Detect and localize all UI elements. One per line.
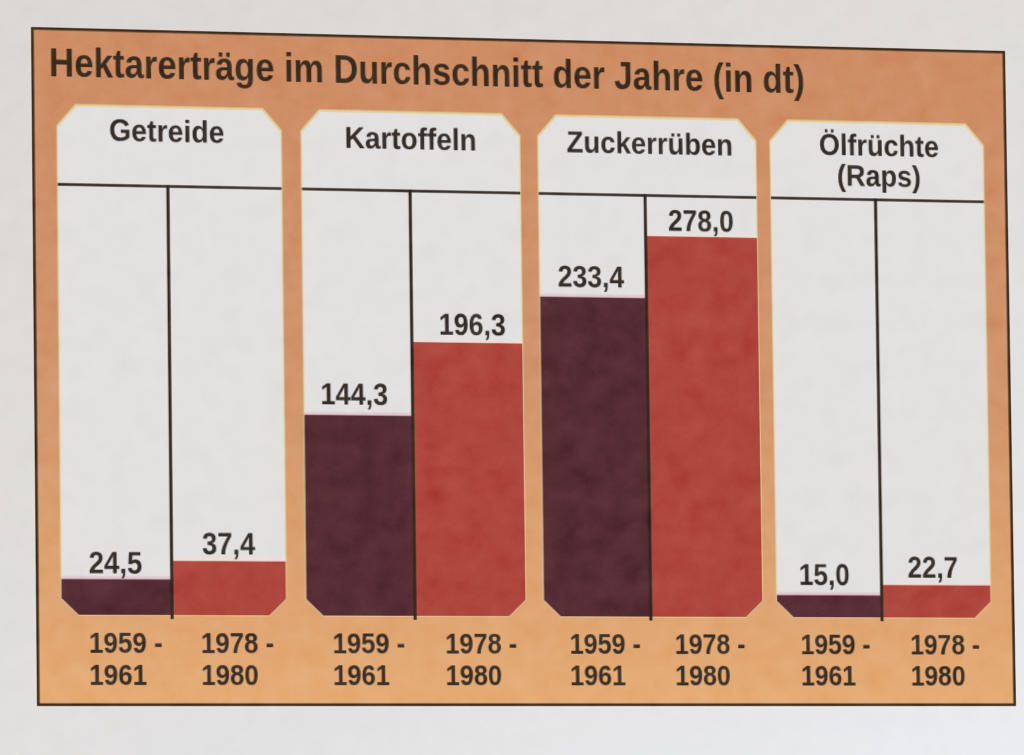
svg-text:1978 -: 1978 - (674, 628, 745, 660)
svg-text:1980: 1980 (675, 659, 731, 691)
svg-text:278,0: 278,0 (668, 205, 734, 239)
svg-text:1978 -: 1978 - (201, 627, 275, 660)
svg-text:1961: 1961 (801, 659, 857, 691)
svg-text:37,4: 37,4 (202, 528, 256, 562)
svg-text:1961: 1961 (89, 658, 147, 691)
svg-text:1959 -: 1959 - (800, 628, 871, 660)
svg-text:1959 -: 1959 - (569, 628, 641, 660)
svg-text:1959 -: 1959 - (89, 626, 163, 659)
svg-text:1978 -: 1978 - (445, 627, 517, 659)
svg-text:24,5: 24,5 (89, 547, 143, 581)
svg-text:196,3: 196,3 (439, 309, 506, 343)
svg-text:1959 -: 1959 - (332, 627, 405, 660)
svg-text:144,3: 144,3 (320, 378, 388, 412)
svg-text:1980: 1980 (201, 658, 259, 691)
svg-text:1980: 1980 (445, 659, 502, 691)
svg-text:1980: 1980 (911, 659, 966, 691)
svg-text:22,7: 22,7 (907, 552, 958, 585)
svg-text:1978 -: 1978 - (910, 629, 980, 661)
svg-text:15,0: 15,0 (799, 559, 850, 592)
svg-text:1961: 1961 (570, 659, 626, 691)
svg-text:Zuckerrüben: Zuckerrüben (566, 126, 733, 163)
svg-text:Getreide: Getreide (109, 114, 225, 150)
svg-text:1961: 1961 (333, 658, 390, 691)
svg-text:(Raps): (Raps) (837, 159, 922, 194)
svg-text:233,4: 233,4 (557, 261, 625, 295)
svg-text:Kartoffeln: Kartoffeln (344, 121, 476, 157)
